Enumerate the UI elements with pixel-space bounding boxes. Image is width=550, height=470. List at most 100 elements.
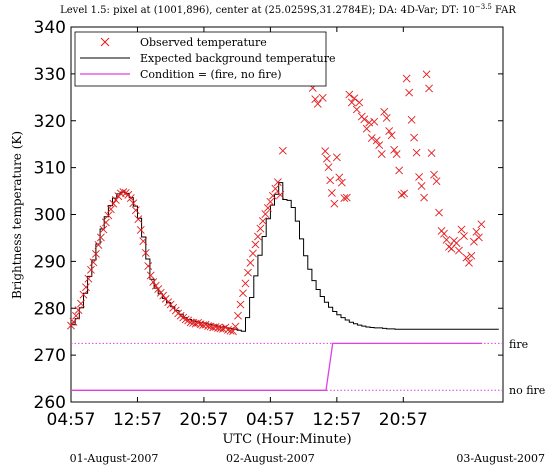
- observed-point: [340, 194, 349, 203]
- observed-point: [241, 279, 250, 288]
- observed-point: [106, 205, 115, 214]
- observed-point: [74, 306, 83, 315]
- x-tick-label: 04:57: [246, 410, 295, 430]
- observed-point: [415, 173, 424, 181]
- observed-point: [236, 300, 245, 309]
- observed-point: [327, 189, 336, 197]
- observed-point: [87, 265, 95, 274]
- observed-point: [134, 215, 143, 224]
- observed-point: [84, 274, 93, 283]
- observed-point: [111, 196, 120, 204]
- observed-point: [126, 194, 135, 203]
- y-tick-label: 260: [34, 393, 66, 413]
- observed-point: [417, 181, 426, 190]
- observed-point: [246, 258, 255, 267]
- legend-marker-observed: [100, 37, 110, 47]
- observed-point: [345, 90, 354, 99]
- observed-point: [330, 199, 339, 208]
- observed-point: [465, 258, 473, 267]
- observed-point: [119, 188, 128, 196]
- observed-point: [101, 218, 110, 227]
- chart-title-suffix: FAR: [492, 5, 516, 16]
- x-tick-label: 12:57: [312, 410, 361, 430]
- observed-point: [216, 324, 225, 333]
- observed-point: [231, 322, 240, 331]
- observed-point: [194, 318, 203, 327]
- observed-point: [313, 99, 322, 108]
- observed-point: [129, 199, 138, 208]
- observed-point: [470, 237, 478, 246]
- observed-point: [318, 93, 327, 102]
- y-tick-label: 330: [34, 65, 66, 85]
- observed-point: [422, 70, 431, 79]
- observed-point: [151, 281, 160, 290]
- observed-point: [258, 217, 267, 225]
- observed-point: [324, 163, 333, 172]
- date-label: 01-August-2007: [70, 452, 159, 465]
- observed-point: [244, 268, 252, 277]
- observed-point: [186, 318, 195, 327]
- observed-point: [462, 253, 471, 262]
- observed-point: [427, 149, 436, 158]
- observed-point: [355, 98, 364, 107]
- observed-point: [447, 244, 456, 253]
- observed-point: [425, 84, 433, 93]
- observed-point: [420, 193, 428, 202]
- chart-title: Level 1.5: pixel at (1001,896), center a…: [60, 3, 516, 16]
- observed-point: [362, 124, 371, 133]
- observed-point: [141, 249, 150, 257]
- observed-point: [392, 150, 401, 158]
- observed-point: [201, 320, 210, 329]
- observed-point: [322, 154, 331, 163]
- observed-point: [266, 197, 275, 206]
- observed-point: [77, 299, 85, 308]
- observed-point: [224, 325, 232, 334]
- observed-point: [382, 114, 391, 122]
- observed-point: [412, 148, 421, 157]
- condition-label-fire: fire: [509, 338, 528, 351]
- date-label: 03-August-2007: [456, 452, 545, 465]
- observed-point: [367, 134, 376, 143]
- observed-point: [67, 321, 75, 330]
- x-axis-label: UTC (Hour:Minute): [222, 432, 351, 447]
- chart-title-exponent: −3.5: [475, 3, 492, 11]
- legend-box: [74, 31, 327, 87]
- observed-point: [407, 115, 416, 124]
- legend-label-condition: Condition = (fire, no fire): [140, 68, 282, 81]
- series-line-condition: [71, 342, 483, 391]
- observed-point: [278, 146, 287, 155]
- observed-point: [460, 232, 468, 240]
- y-tick-label: 280: [34, 299, 66, 319]
- observed-point: [377, 150, 386, 158]
- observed-point: [261, 210, 270, 218]
- observed-point: [254, 232, 262, 241]
- observed-point: [370, 117, 379, 126]
- observed-point: [397, 190, 406, 199]
- observed-point: [332, 153, 341, 162]
- observed-point: [467, 251, 476, 260]
- observed-point: [199, 321, 208, 330]
- observed-point: [432, 177, 441, 186]
- observed-point: [457, 225, 466, 234]
- observed-point: [234, 311, 242, 320]
- y-tick-label: 270: [34, 346, 66, 366]
- observed-point: [435, 208, 443, 217]
- series-layer: [67, 42, 503, 391]
- observed-point: [472, 227, 481, 236]
- observed-point: [214, 324, 222, 332]
- observed-point: [326, 176, 335, 185]
- observed-point: [372, 136, 381, 145]
- observed-point: [268, 191, 277, 200]
- y-tick-label: 320: [34, 112, 66, 132]
- observed-point: [276, 190, 285, 199]
- observed-point: [273, 178, 282, 187]
- observed-point: [405, 88, 414, 97]
- observed-point: [229, 327, 237, 336]
- observed-point: [455, 246, 463, 255]
- condition-label-no-fire: no fire: [509, 384, 545, 397]
- observed-point: [211, 323, 220, 331]
- observed-point: [337, 178, 346, 187]
- observed-point: [375, 141, 384, 150]
- observed-point: [365, 118, 374, 127]
- plot-area: [70, 26, 504, 403]
